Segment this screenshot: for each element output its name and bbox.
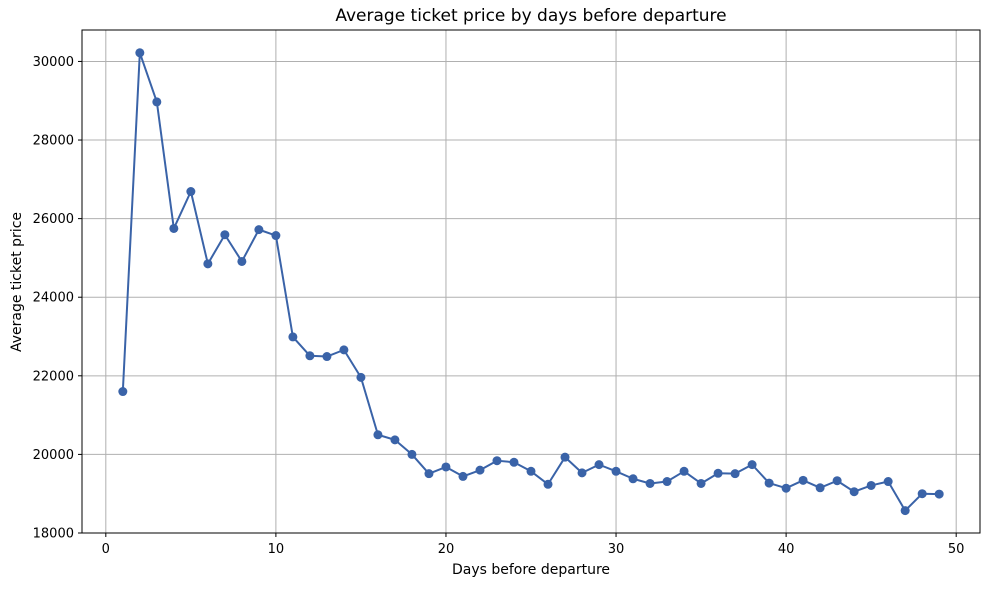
x-tick-label: 0: [102, 542, 110, 557]
data-point: [407, 449, 417, 459]
data-point: [254, 225, 264, 235]
chart-title: Average ticket price by days before depa…: [335, 6, 726, 26]
x-tick-label: 30: [608, 542, 625, 557]
data-point: [883, 477, 893, 487]
y-tick-label: 30000: [33, 55, 74, 70]
data-point: [696, 478, 706, 488]
x-tick-label: 50: [948, 542, 965, 557]
data-point: [645, 478, 655, 488]
x-tick-label: 20: [438, 542, 455, 557]
data-point: [628, 474, 638, 484]
data-point: [288, 332, 298, 342]
data-point: [747, 460, 757, 470]
data-point: [764, 478, 774, 488]
data-point: [118, 387, 128, 397]
data-point: [203, 259, 213, 269]
data-point: [237, 256, 247, 266]
data-point: [560, 452, 570, 462]
data-point: [475, 465, 485, 475]
data-point: [152, 97, 162, 107]
data-point: [390, 435, 400, 445]
data-point: [135, 48, 145, 58]
data-point: [577, 468, 587, 478]
data-point: [781, 483, 791, 493]
data-point: [186, 187, 196, 197]
data-point: [492, 456, 502, 466]
data-point: [373, 430, 383, 440]
data-point: [594, 460, 604, 470]
plot-frame: [81, 29, 981, 534]
data-point: [611, 466, 621, 476]
ticks: 0 10 20 30 40 50 18000 20000 22000 24000 26000 2800…: [33, 55, 965, 557]
data-point: [713, 468, 723, 478]
x-tick-label: 40: [778, 542, 795, 557]
data-point: [917, 489, 927, 499]
y-axis-label: Average ticket price: [9, 212, 25, 352]
data-point: [662, 477, 672, 487]
data-point: [169, 223, 179, 233]
data-point: [815, 483, 825, 493]
data-point: [543, 479, 553, 489]
x-tick-label: 10: [268, 542, 285, 557]
data-point: [730, 469, 740, 479]
data-point: [526, 466, 536, 476]
data-point: [832, 476, 842, 486]
y-tick-label: 20000: [33, 448, 74, 463]
data-point: [509, 457, 519, 467]
data-point: [339, 345, 349, 355]
y-tick-label: 28000: [33, 134, 74, 149]
series-layer: [118, 48, 944, 516]
data-point: [441, 462, 451, 472]
series-line: [121, 51, 940, 512]
grid: [82, 30, 980, 534]
data-point: [934, 489, 944, 499]
y-tick-label: 22000: [33, 369, 74, 384]
data-point: [322, 352, 332, 362]
y-tick-label: 24000: [33, 291, 74, 306]
data-point: [900, 506, 910, 516]
data-point: [356, 372, 366, 382]
x-axis-label: Days before departure: [452, 562, 610, 578]
data-point: [679, 466, 689, 476]
data-point: [220, 230, 230, 240]
data-point: [849, 487, 859, 497]
data-point: [424, 469, 434, 479]
data-point: [866, 480, 876, 490]
y-tick-label: 26000: [33, 212, 74, 227]
data-point: [798, 475, 808, 485]
data-point: [305, 351, 315, 361]
y-tick-label: 18000: [33, 527, 74, 542]
data-point: [458, 471, 468, 481]
data-point: [271, 231, 281, 241]
